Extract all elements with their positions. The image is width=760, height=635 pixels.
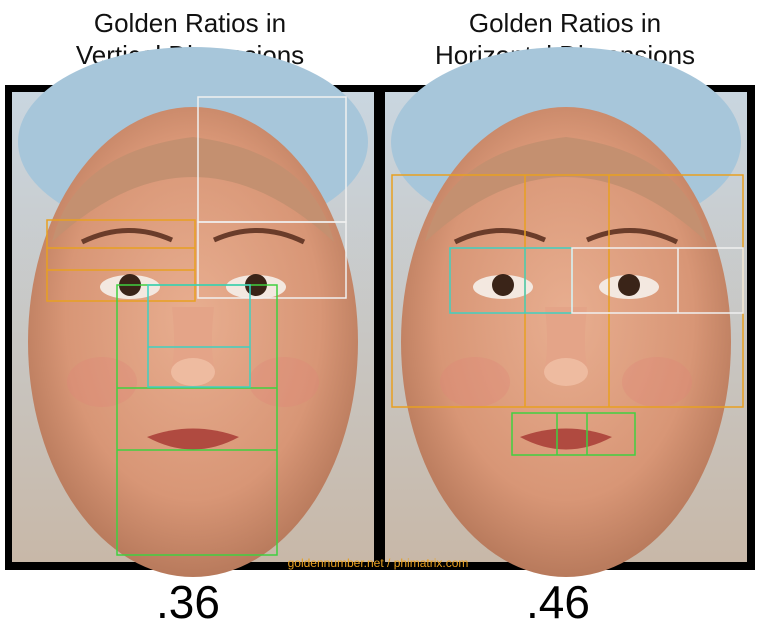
face-image (385, 47, 747, 577)
panel-title: Golden Ratios in (469, 8, 661, 38)
face-image (12, 47, 374, 577)
watermark: goldennumber.net / phimatrix.com (288, 556, 469, 570)
score: .46 (526, 576, 590, 628)
panel-title: Golden Ratios in (94, 8, 286, 38)
score: .36 (156, 576, 220, 628)
overlay-right (391, 174, 744, 456)
overlay-left (46, 96, 347, 556)
